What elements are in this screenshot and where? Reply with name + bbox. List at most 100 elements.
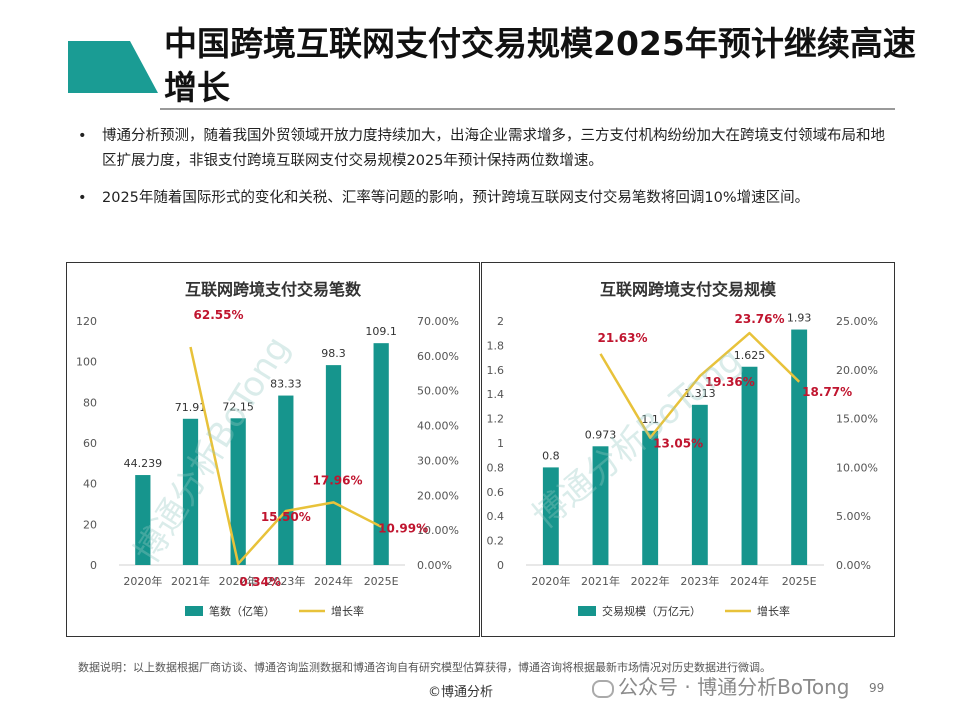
bar <box>135 475 151 565</box>
y-axis-left-tick: 1 <box>497 437 504 450</box>
x-axis-tick: 2020年 <box>123 574 162 588</box>
y-axis-right-tick: 0.00% <box>417 559 452 572</box>
y-axis-left-tick: 1.2 <box>487 413 505 426</box>
bullet-item: • 2025年随着国际形式的变化和关税、汇率等问题的影响，预计跨境互联网支付交易… <box>78 186 898 211</box>
page-number: 99 <box>869 681 885 695</box>
x-axis-tick: 2025E <box>364 575 399 588</box>
bullet-symbol: • <box>78 190 87 206</box>
y-axis-left-tick: 40 <box>83 478 97 491</box>
y-axis-right-tick: 20.00% <box>836 364 878 377</box>
bar <box>373 343 389 565</box>
bullet-symbol: • <box>78 128 87 144</box>
y-axis-left-tick: 1.6 <box>487 364 505 377</box>
y-axis-left-tick: 80 <box>83 396 97 409</box>
x-axis-tick: 2023年 <box>680 574 719 588</box>
y-axis-right-tick: 30.00% <box>417 454 459 467</box>
bar <box>230 418 246 565</box>
y-axis-right-tick: 10.00% <box>836 461 878 474</box>
bar <box>278 395 294 565</box>
growth-rate-label: 19.36% <box>705 375 755 389</box>
bar-value-label: 1.93 <box>787 312 812 325</box>
bar-value-label: 0.973 <box>585 428 617 441</box>
x-axis-tick: 2023年 <box>266 574 305 588</box>
title-accent-shape <box>68 41 158 93</box>
bullet-text: 博通分析预测，随着我国外贸领域开放力度持续加大，出海企业需求增多，三方支付机构纷… <box>102 128 885 169</box>
bar <box>592 446 609 565</box>
chart-title: 互联网跨境支付交易笔数 <box>185 280 362 299</box>
page-title: 中国跨境互联网支付交易规模2025年预计继续高速增长 <box>164 24 916 107</box>
y-axis-left-tick: 1.8 <box>487 339 505 352</box>
chart-title: 互联网跨境支付交易规模 <box>600 280 777 299</box>
growth-rate-line <box>599 331 801 439</box>
bar-value-label: 1.313 <box>684 387 716 400</box>
growth-rate-label: 18.77% <box>802 385 852 399</box>
x-axis-tick: 2024年 <box>730 574 769 588</box>
y-axis-right-tick: 40.00% <box>417 420 459 433</box>
bar-value-label: 109.1 <box>365 325 397 338</box>
x-axis-tick: 2022年 <box>219 574 258 588</box>
legend-label-line: 增长率 <box>757 604 790 618</box>
y-axis-right-tick: 60.00% <box>417 350 459 363</box>
growth-rate-line <box>189 346 382 566</box>
chart-panel-transaction-volume: 互联网跨境支付交易规模 0 0.2 0.4 0.6 0.8 1 1.2 1.4 1.6 1.8 2 0.… <box>481 262 895 637</box>
bar-value-label: 98.3 <box>321 347 346 360</box>
y-axis-right-tick: 25.00% <box>836 315 878 328</box>
legend-label-bar: 交易规模（万亿元） <box>602 604 701 618</box>
copyright-text: ©博通分析 <box>428 685 494 700</box>
y-axis-left-tick: 0.4 <box>487 510 505 523</box>
bar <box>542 467 559 565</box>
x-axis-tick: 2020年 <box>531 574 570 588</box>
y-axis-right-tick: 15.00% <box>836 413 878 426</box>
bar <box>691 404 708 565</box>
y-axis-left-tick: 100 <box>76 356 97 369</box>
y-axis-right-tick: 70.00% <box>417 315 459 328</box>
growth-rate-label: 17.96% <box>313 473 363 487</box>
chart-legend: 交易规模（万亿元） 增长率 <box>578 604 790 618</box>
y-axis-right-tick: 50.00% <box>417 385 459 398</box>
y-axis-right-tick: 10.00% <box>417 524 459 537</box>
x-axis-tick: 2022年 <box>631 574 670 588</box>
bar <box>325 365 342 565</box>
x-axis-tick: 2025E <box>782 575 817 588</box>
x-axis-tick: 2021年 <box>171 574 210 588</box>
wechat-icon <box>592 679 614 698</box>
legend-swatch-bar <box>185 606 203 616</box>
data-source-note: 数据说明：以上数据根据厂商访谈、博通咨询监测数据和博通咨询自有研究模型估算获得，… <box>78 661 771 674</box>
y-axis-left-tick: 60 <box>83 437 97 450</box>
y-axis-right-tick: 5.00% <box>836 510 871 523</box>
bar-value-label: 1.625 <box>734 349 766 362</box>
bar <box>642 430 659 565</box>
y-axis-left-tick: 0.2 <box>487 535 505 548</box>
y-axis-left-tick: 120 <box>76 315 97 328</box>
bar-value-label: 1.1 <box>641 413 659 426</box>
bar <box>182 418 199 565</box>
y-axis-left-tick: 2 <box>497 315 504 328</box>
chart-panel-transaction-count: 互联网跨境支付交易笔数 0 20 40 60 80 100 120 0.00% 10.00% 20.… <box>66 262 480 637</box>
wechat-account-text: 公众号 · 博通分析BoTong <box>618 675 850 699</box>
chart-legend: 笔数（亿笔） 增长率 <box>185 604 364 618</box>
y-axis-left-tick: 0 <box>90 559 97 572</box>
legend-swatch-bar <box>578 606 596 616</box>
wechat-account-label: 公众号 · 博通分析BoTong <box>592 671 849 700</box>
growth-rate-label: 10.99% <box>378 522 428 536</box>
y-axis-left-tick: 20 <box>83 518 97 531</box>
y-axis-left-tick: 0.6 <box>487 486 505 499</box>
growth-rate-label: 15.50% <box>261 510 311 524</box>
legend-label-bar: 笔数（亿笔） <box>209 604 275 618</box>
y-axis-right-tick: 20.00% <box>417 489 459 502</box>
bullet-item: • 博通分析预测，随着我国外贸领域开放力度持续加大，出海企业需求增多，三方支付机… <box>78 124 898 174</box>
bar-value-label: 83.33 <box>270 378 302 391</box>
growth-rate-label: 23.76% <box>735 312 785 326</box>
bullet-list: • 博通分析预测，随着我国外贸领域开放力度持续加大，出海企业需求增多，三方支付机… <box>78 124 898 223</box>
bar <box>791 329 808 565</box>
bar-value-label: 71.91 <box>175 401 207 414</box>
growth-rate-label: 0.34% <box>239 575 281 589</box>
bar-value-label: 0.8 <box>542 449 560 462</box>
chart-transaction-count: 互联网跨境支付交易笔数 0 20 40 60 80 100 120 0.00% 10.00% 20.… <box>76 280 459 618</box>
chart-transaction-volume: 互联网跨境支付交易规模00.20.40.60.811.21.41.61.820.… <box>487 280 878 618</box>
y-axis-right-tick: 0.00% <box>836 559 871 572</box>
growth-rate-label: 21.63% <box>598 331 648 345</box>
y-axis-left-tick: 0 <box>497 559 504 572</box>
bullet-text: 2025年随着国际形式的变化和关税、汇率等问题的影响，预计跨境互联网支付交易笔数… <box>102 190 810 206</box>
bar <box>741 366 758 565</box>
